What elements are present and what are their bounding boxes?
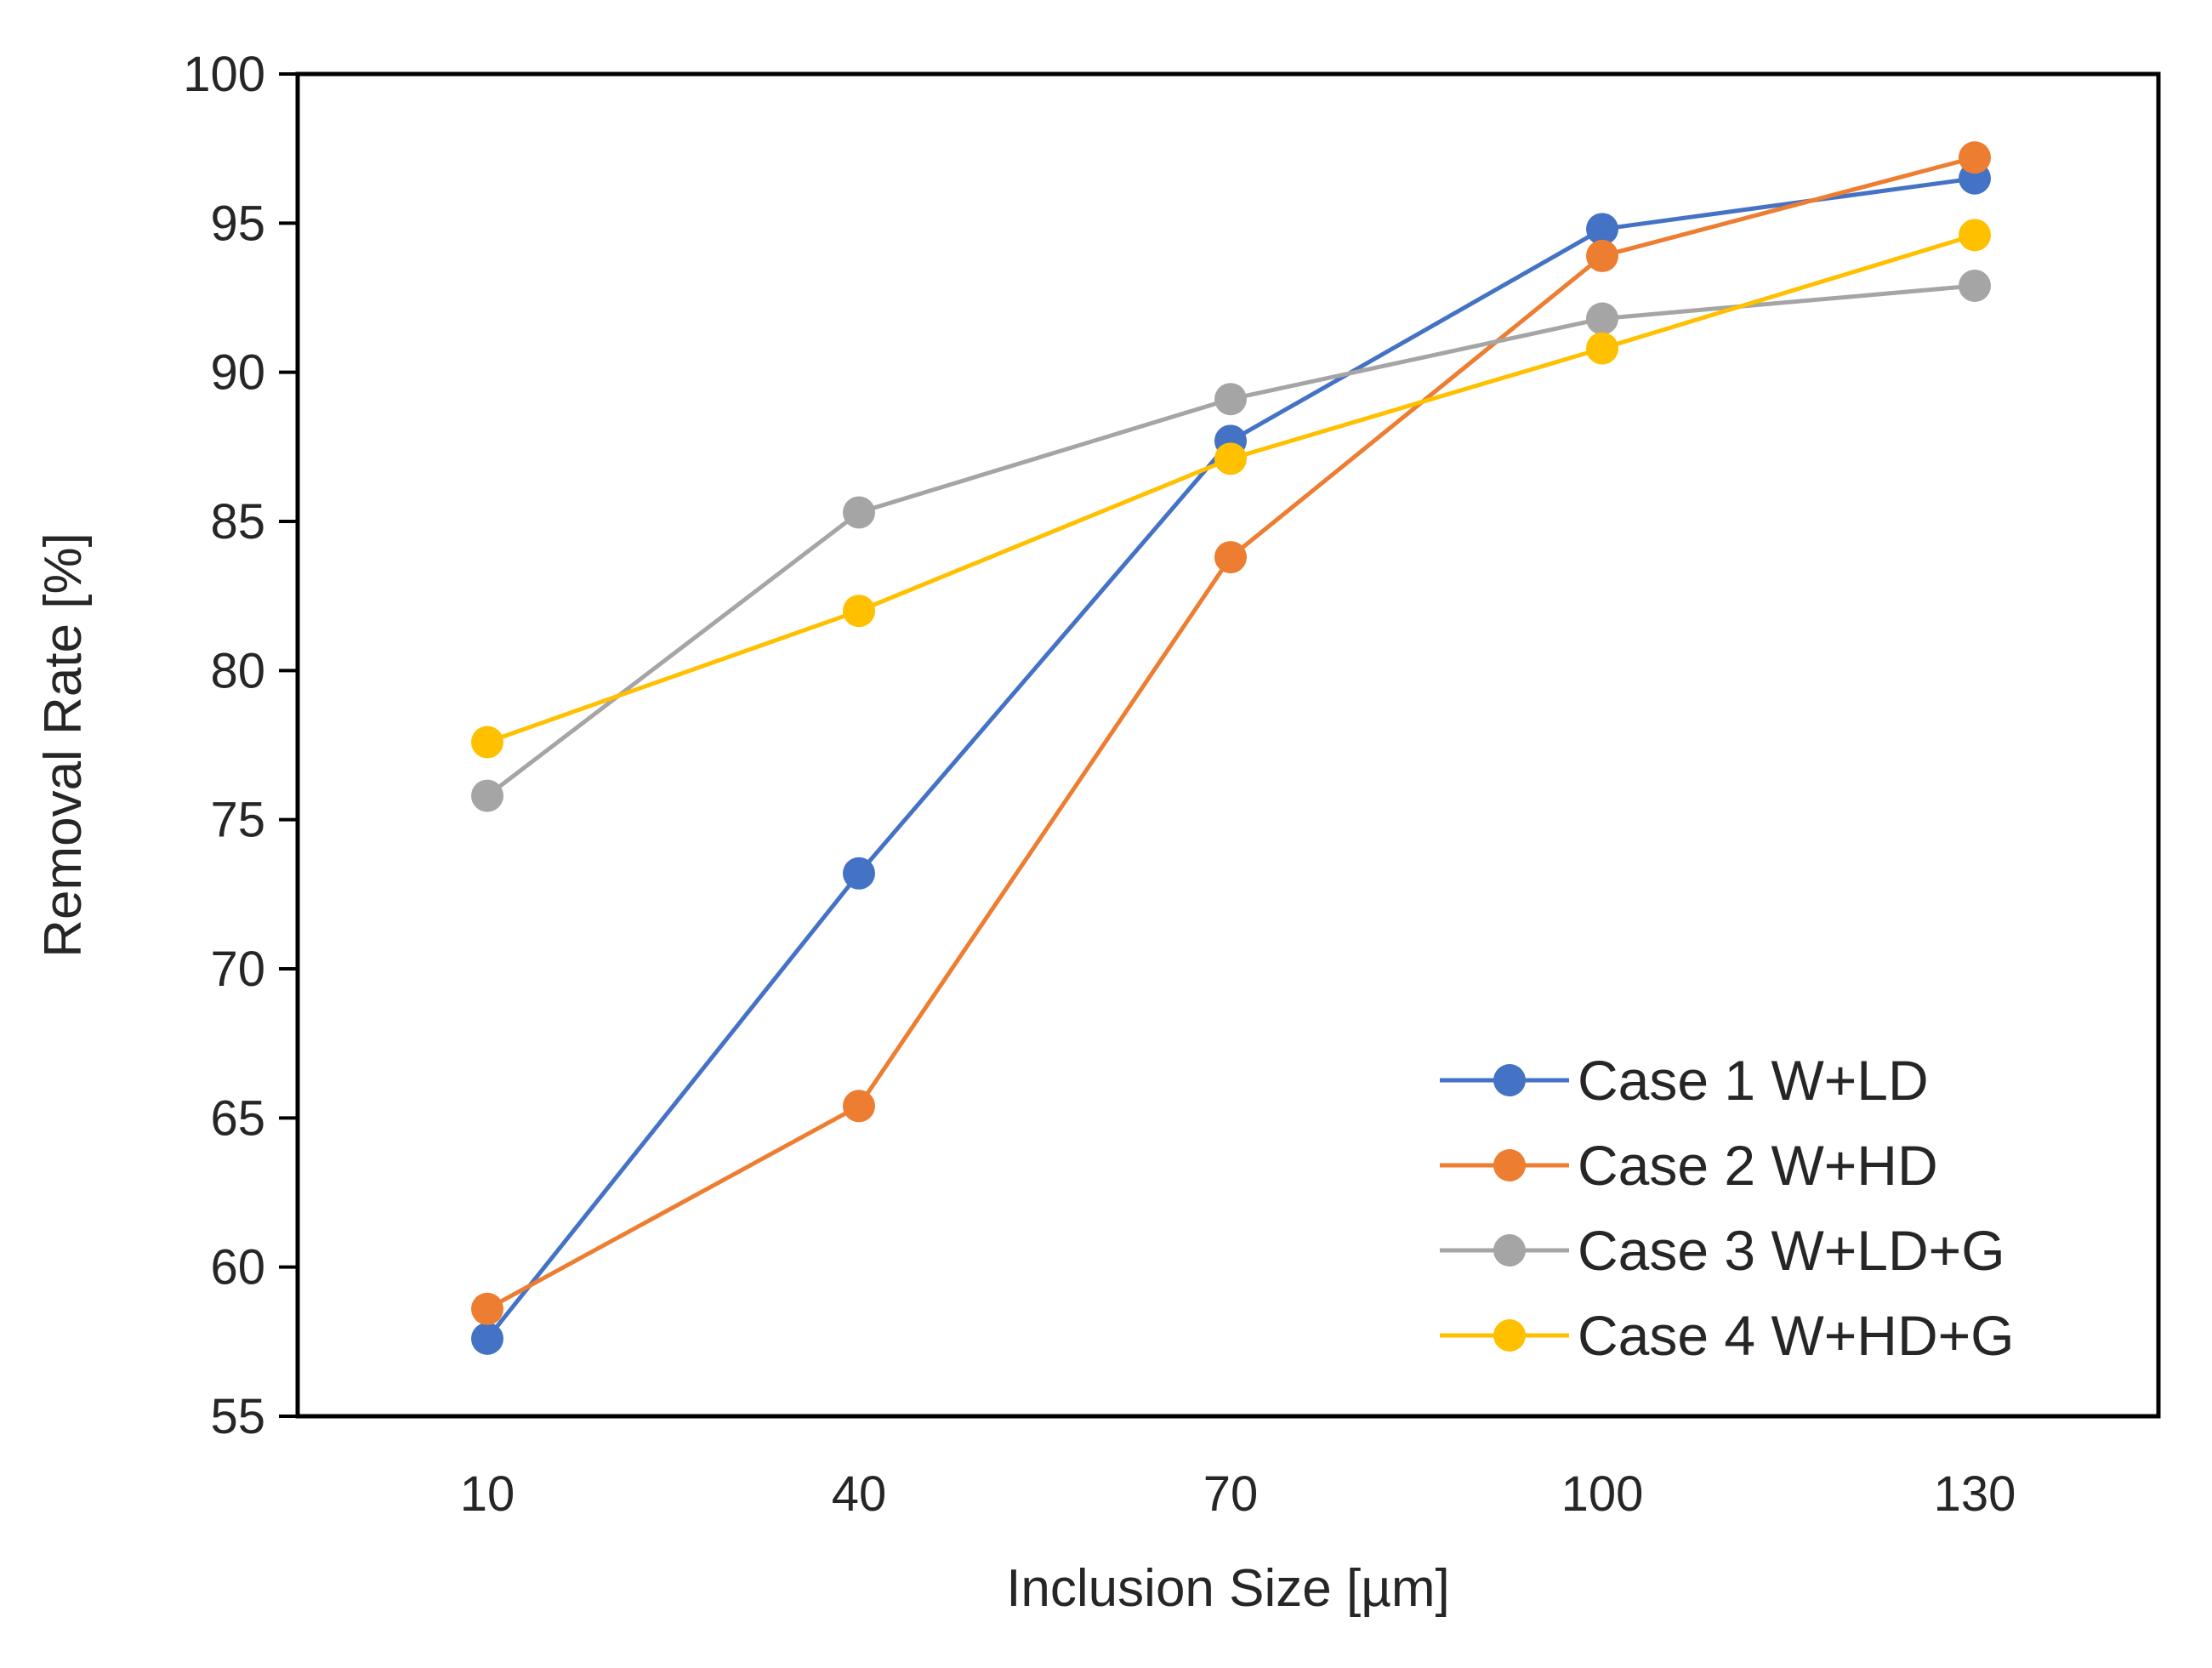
legend-item: Case 4 W+HD+G: [1440, 1304, 2015, 1367]
data-point: [1959, 141, 1991, 174]
legend-item: Case 1 W+LD: [1440, 1049, 1929, 1112]
legend-marker: [1493, 1149, 1526, 1181]
x-tick-label: 10: [460, 1466, 515, 1522]
legend-label: Case 3 W+LD+G: [1578, 1219, 2005, 1282]
series-3: [471, 269, 1991, 812]
data-point: [471, 1322, 503, 1355]
data-point: [1214, 541, 1247, 574]
y-tick-label: 90: [210, 345, 265, 401]
series-line: [486, 232, 1976, 744]
series-4: [471, 219, 1991, 759]
y-tick-label: 60: [210, 1240, 265, 1295]
data-point: [1586, 239, 1618, 272]
data-point: [843, 1090, 875, 1123]
data-point: [843, 857, 875, 890]
data-point: [1586, 213, 1618, 246]
series-line: [486, 283, 1976, 798]
legend-label: Case 2 W+HD: [1578, 1134, 1938, 1197]
data-point: [1586, 302, 1618, 335]
x-axis-title: Inclusion Size [µm]: [1006, 1559, 1450, 1618]
legend-label: Case 1 W+LD: [1578, 1049, 1929, 1112]
data-point: [1959, 219, 1991, 252]
y-tick-label: 85: [210, 494, 265, 549]
series-layer: [471, 141, 1991, 1355]
y-axis-ticks: 55 60 65 70 75 80 85 90 95 100: [183, 47, 298, 1444]
legend-marker: [1493, 1319, 1526, 1352]
data-point: [1214, 383, 1247, 416]
y-tick-label: 95: [210, 196, 265, 251]
plot-area-frame: [295, 71, 2161, 1419]
y-tick-label: 100: [183, 47, 265, 102]
data-point: [471, 779, 503, 812]
data-point: [843, 496, 875, 529]
x-tick-label: 40: [832, 1466, 887, 1522]
series-1: [471, 162, 1991, 1355]
legend-marker: [1493, 1234, 1526, 1267]
data-point: [1214, 442, 1247, 475]
series-2: [471, 141, 1991, 1325]
y-tick-label: 65: [210, 1090, 265, 1146]
x-tick-label: 100: [1561, 1466, 1644, 1522]
y-axis-title: Removal Rate [%]: [34, 532, 93, 958]
legend-marker: [1493, 1064, 1526, 1096]
data-point: [1959, 269, 1991, 302]
y-tick-label: 75: [210, 793, 265, 848]
data-point: [1586, 332, 1618, 365]
y-tick-label: 55: [210, 1389, 265, 1444]
legend-item: Case 2 W+HD: [1440, 1134, 1938, 1197]
x-axis-ticks: 10 40 70 100 130: [460, 1466, 2016, 1522]
x-tick-label: 130: [1934, 1466, 2016, 1522]
x-tick-label: 70: [1203, 1466, 1259, 1522]
legend-item: Case 3 W+LD+G: [1440, 1219, 2005, 1282]
legend-label: Case 4 W+HD+G: [1578, 1304, 2015, 1367]
y-tick-label: 70: [210, 942, 265, 997]
data-point: [471, 1292, 503, 1325]
chart-legend: Case 1 W+LD Case 2 W+HD Case 3 W+LD+G Case …: [1440, 1049, 2015, 1367]
data-point: [843, 595, 875, 628]
data-point: [471, 726, 503, 759]
y-tick-label: 80: [210, 643, 265, 698]
